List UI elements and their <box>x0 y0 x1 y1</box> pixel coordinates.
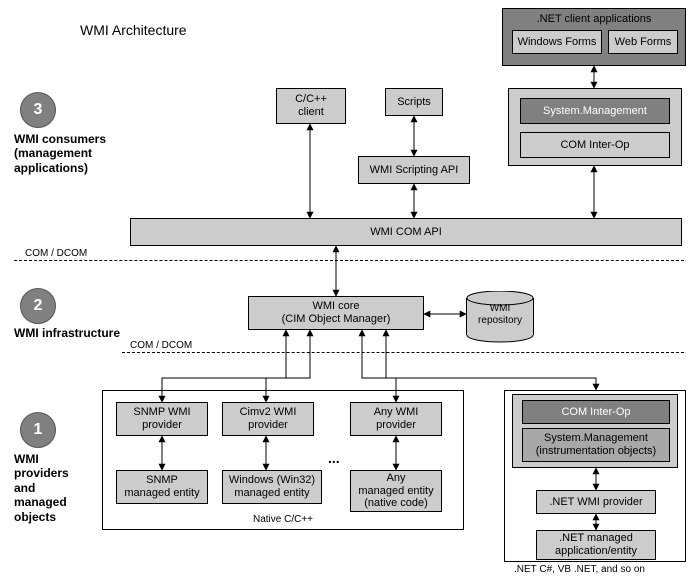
sysmgmt-lower: System.Management(instrumentation object… <box>522 428 670 462</box>
netmanaged: .NET managedapplication/entity <box>536 530 656 560</box>
sec-providers: WMIprovidersandmanagedobjects <box>14 452 94 524</box>
cominterop-lo: COM Inter-Op <box>522 400 670 424</box>
ccpp-client: C/C++client <box>276 88 346 124</box>
any-prov: Any WMIprovider <box>350 402 442 436</box>
diagram-canvas: WMI Architecture COM / DCOM COM / DCOM Nati… <box>0 0 697 583</box>
wmi-core: WMI core(CIM Object Manager) <box>248 296 424 330</box>
snmp-prov: SNMP WMIprovider <box>116 402 208 436</box>
net-langs: .NET C#, VB .NET, and so on <box>514 564 645 576</box>
sec-infra: WMI infrastructure <box>14 326 144 340</box>
page-title: WMI Architecture <box>80 22 187 39</box>
native-region-label: Native C/C++ <box>102 514 464 526</box>
cimv2-prov: Cimv2 WMIprovider <box>222 402 314 436</box>
any-ent: Anymanaged entity(native code) <box>350 470 442 512</box>
webforms: Web Forms <box>608 30 678 54</box>
dash-1-label: COM / DCOM <box>25 248 87 260</box>
dash-2-label: COM / DCOM <box>130 340 192 352</box>
wmi-repository-label: WMIrepository <box>466 303 534 327</box>
dots: ... <box>328 450 340 467</box>
win32-ent: Windows (Win32)managed entity <box>222 470 322 504</box>
sysmgmt-upper: System.Management <box>520 98 670 124</box>
scripts: Scripts <box>385 88 443 116</box>
badge-1: 1 <box>20 412 56 448</box>
winforms: Windows Forms <box>512 30 602 54</box>
dash-2 <box>122 352 684 353</box>
badge-2: 2 <box>20 288 56 324</box>
netwmi-prov: .NET WMI provider <box>536 490 656 514</box>
wmi-script-api: WMI Scripting API <box>358 156 470 184</box>
snmp-ent: SNMPmanaged entity <box>116 470 208 504</box>
cominterop-up: COM Inter-Op <box>520 132 670 158</box>
dash-1 <box>14 260 684 261</box>
wmi-com-api: WMI COM API <box>130 218 682 246</box>
badge-3: 3 <box>20 92 56 128</box>
sec-consumers: WMI consumers(managementapplications) <box>14 132 114 175</box>
